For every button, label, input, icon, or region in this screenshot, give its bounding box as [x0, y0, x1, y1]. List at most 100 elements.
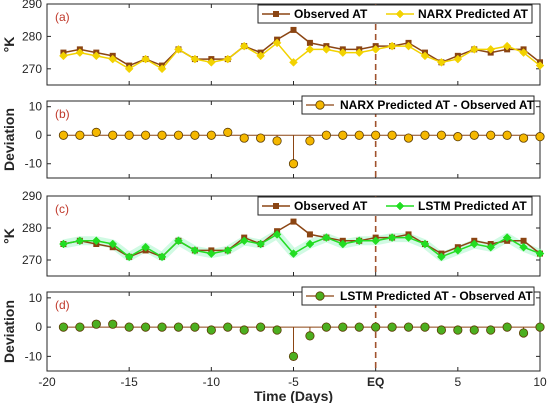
data-point: [519, 48, 528, 57]
data-point: [223, 127, 233, 137]
data-point: [223, 322, 233, 332]
legend-box: [301, 95, 535, 115]
data-point: [108, 130, 118, 140]
data-point: [256, 239, 265, 249]
data-point: [157, 252, 167, 262]
x-tick-label: -15: [120, 375, 138, 389]
y-tick-label: 290: [22, 0, 42, 11]
legend-swatch-marker: [395, 201, 405, 211]
y-tick-label: 10: [29, 291, 43, 305]
data-point: [371, 322, 381, 332]
data-point: [239, 325, 249, 335]
data-point: [91, 319, 101, 329]
x-tick-label: -5: [288, 375, 299, 389]
panels-group: 270 280 290 °K (a) Observed AT NARX Predicted …: [1, 0, 545, 372]
data-point: [75, 236, 85, 246]
data-point: [174, 45, 183, 54]
legend-label: LSTM Predicted AT: [418, 199, 527, 213]
legend-label: LSTM Predicted AT - Observed AT: [340, 289, 533, 303]
data-point: [141, 54, 150, 64]
data-point: [436, 130, 446, 140]
data-point: [75, 322, 85, 332]
data-point: [173, 130, 184, 140]
y-tick-label: 280: [22, 221, 42, 235]
data-point: [206, 57, 216, 67]
data-point: [239, 236, 249, 246]
legend: Observed AT LSTM Predicted AT: [257, 196, 533, 216]
data-point: [289, 57, 298, 67]
data-point: [108, 54, 118, 64]
data-point: [322, 45, 331, 54]
data-point: [469, 239, 479, 249]
y-tick-label: 290: [22, 189, 42, 203]
data-point: [223, 54, 233, 64]
y-tick-label: 280: [22, 29, 42, 43]
data-point: [272, 38, 282, 48]
data-point: [58, 322, 69, 332]
data-point: [404, 233, 413, 242]
data-point: [453, 54, 463, 64]
legend: Observed AT NARX Predicted AT: [257, 4, 533, 24]
data-point: [535, 132, 545, 142]
data-point: [124, 322, 134, 332]
x-axis-label: Time (Days): [254, 388, 333, 403]
data-point: [289, 249, 298, 258]
data-point: [91, 236, 101, 246]
legend: LSTM Predicted AT - Observed AT: [301, 286, 535, 306]
legend-label: Observed AT: [294, 7, 368, 21]
data-point: [305, 239, 315, 249]
data-point: [108, 319, 118, 329]
y-tick-label: 270: [22, 62, 42, 76]
legend-label: Observed AT: [294, 199, 368, 213]
legend: NARX Predicted AT - Observed AT: [301, 95, 535, 115]
legend-swatch-marker: [395, 9, 405, 19]
data-point: [124, 130, 134, 140]
x-tick-label: -20: [38, 375, 56, 389]
data-point: [75, 130, 85, 140]
data-point: [91, 127, 101, 137]
panel-tag: (b): [55, 107, 70, 121]
series-2: [59, 38, 545, 74]
data-point: [91, 51, 101, 61]
x-axis: -20 -15 -10 -5 EQ 5 10 Time (Days): [38, 375, 547, 403]
data-point: [288, 351, 299, 361]
data-point: [502, 130, 512, 140]
data-point: [59, 51, 68, 61]
data-point: [157, 322, 167, 332]
data-point: [420, 51, 430, 61]
data-point: [141, 322, 151, 332]
data-point: [338, 130, 348, 140]
legend-swatch-marker: [273, 203, 279, 209]
data-point: [322, 233, 331, 242]
data-point: [404, 41, 413, 51]
legend-swatch-marker: [315, 100, 325, 110]
x-tick-label: -10: [203, 375, 221, 389]
data-point: [305, 45, 315, 54]
data-point: [371, 45, 381, 54]
panel-tag: (d): [55, 298, 70, 312]
data-point: [486, 242, 496, 252]
y-tick-label: -10: [25, 157, 43, 171]
data-point: [403, 133, 414, 143]
data-point: [338, 322, 348, 332]
data-point: [437, 57, 446, 67]
data-point: [354, 322, 364, 332]
data-point: [486, 130, 496, 140]
data-point: [239, 133, 249, 143]
data-point: [453, 132, 463, 142]
data-point: [387, 41, 397, 51]
y-axis-label: Deviation: [1, 300, 17, 363]
data-point: [206, 249, 216, 258]
data-point: [535, 61, 545, 70]
legend-swatch-marker: [273, 11, 279, 17]
data-point: [387, 233, 397, 242]
series-2: [59, 230, 545, 262]
data-point: [190, 246, 200, 255]
data-point: [272, 325, 282, 335]
data-point: [141, 130, 151, 140]
panel-4: -10 0 10 Deviation (d) LSTM Predicted AT - Ob…: [1, 286, 545, 372]
data-point: [387, 130, 397, 140]
y-axis-label: °K: [1, 37, 17, 53]
data-point: [321, 130, 331, 140]
